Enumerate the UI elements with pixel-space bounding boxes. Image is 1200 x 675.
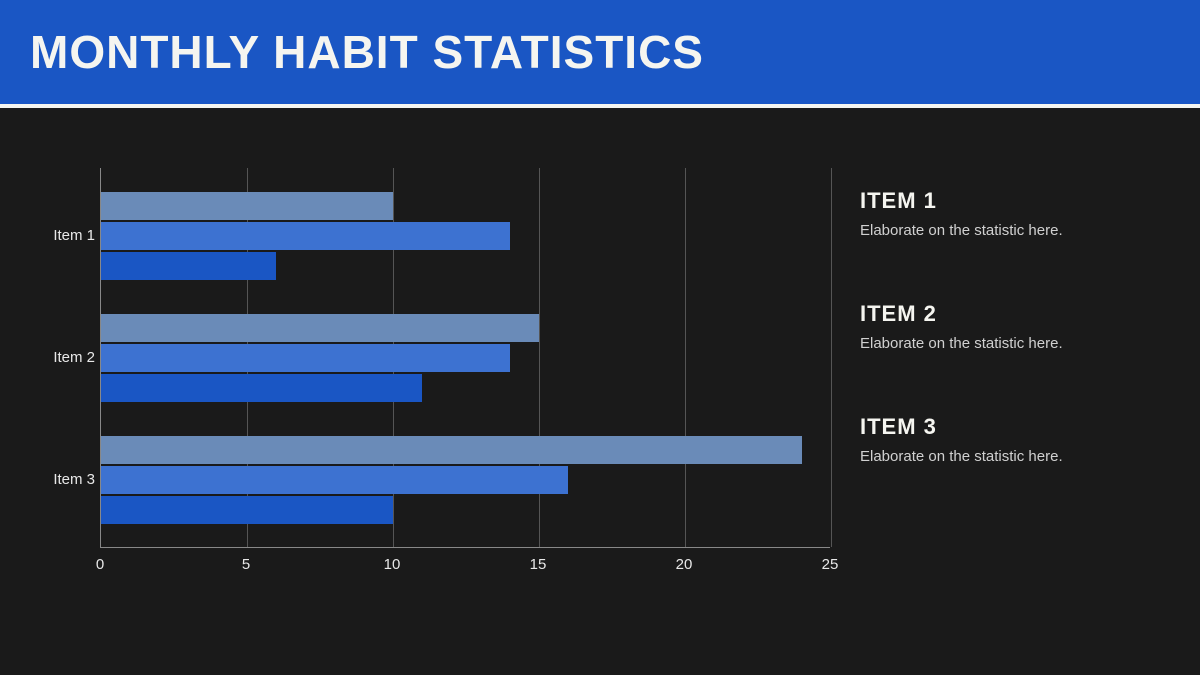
- chart-bar: [101, 222, 510, 250]
- chart-bar: [101, 436, 802, 464]
- chart-bar: [101, 192, 393, 220]
- chart-x-tick: 10: [384, 556, 401, 573]
- item-block-1: ITEM 1 Elaborate on the statistic here.: [860, 188, 1160, 239]
- item-desc: Elaborate on the statistic here.: [860, 222, 1160, 239]
- header-banner: MONTHLY HABIT STATISTICS: [0, 0, 1200, 108]
- item-title: ITEM 2: [860, 301, 1160, 327]
- chart-y-label: Item 2: [40, 349, 95, 366]
- page-title: MONTHLY HABIT STATISTICS: [30, 25, 1170, 79]
- chart-x-tick: 15: [530, 556, 547, 573]
- chart-x-tick: 0: [96, 556, 104, 573]
- chart-x-tick: 5: [242, 556, 250, 573]
- chart-x-tick: 25: [822, 556, 839, 573]
- chart-gridline: [831, 168, 832, 547]
- chart-plot: [100, 168, 830, 548]
- chart-bar: [101, 344, 510, 372]
- chart-container: 0510152025Item 1Item 2Item 3: [40, 168, 830, 598]
- sidebar: ITEM 1 Elaborate on the statistic here. …: [860, 168, 1160, 598]
- chart-x-tick: 20: [676, 556, 693, 573]
- chart-bar: [101, 252, 276, 280]
- chart-gridline: [685, 168, 686, 547]
- item-title: ITEM 3: [860, 414, 1160, 440]
- chart-y-label: Item 1: [40, 227, 95, 244]
- item-desc: Elaborate on the statistic here.: [860, 335, 1160, 352]
- item-title: ITEM 1: [860, 188, 1160, 214]
- item-block-3: ITEM 3 Elaborate on the statistic here.: [860, 414, 1160, 465]
- content-area: 0 5 10 15 20 25 Item 1 Item 2 Item 3 ITEM 1 Elab…: [0, 108, 1200, 638]
- chart-bar: [101, 466, 568, 494]
- item-desc: Elaborate on the statistic here.: [860, 448, 1160, 465]
- chart-bar: [101, 496, 393, 524]
- chart-bar: [101, 374, 422, 402]
- item-block-2: ITEM 2 Elaborate on the statistic here.: [860, 301, 1160, 352]
- chart-y-label: Item 3: [40, 471, 95, 488]
- chart-bar: [101, 314, 539, 342]
